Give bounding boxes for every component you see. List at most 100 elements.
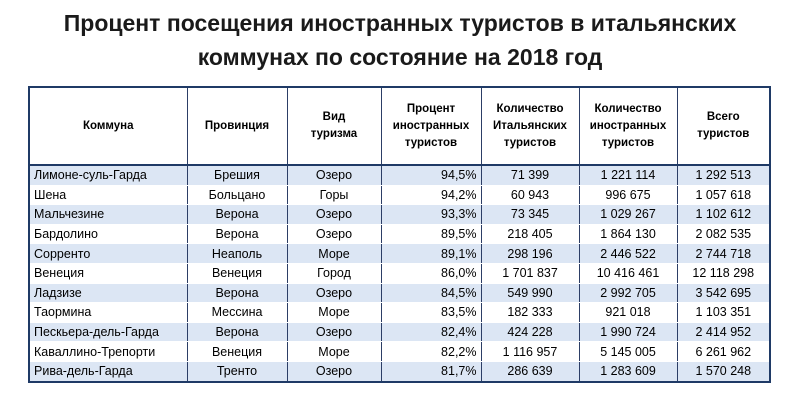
cell-commune: Сорренто: [28, 243, 188, 264]
page-title-line-1: Процент посещения иностранных туристов в…: [63, 10, 737, 36]
cell-italian-count: 1 701 837: [480, 263, 580, 284]
cell-tourism-type: Горы: [286, 185, 382, 206]
table-row: Каваллино-Трепорти Венеция Море 82,2% 1 116 …: [28, 341, 771, 362]
column-header-italian-count: Количество Итальянских туристов: [480, 86, 580, 166]
cell-commune: Каваллино-Трепорти: [28, 341, 188, 362]
cell-tourism-type: Озеро: [286, 283, 382, 304]
cell-italian-count: 71 399: [480, 165, 580, 186]
column-header-total: Всего туристов: [676, 86, 771, 166]
cell-total: 1 292 513: [676, 165, 771, 186]
cell-italian-count: 182 333: [480, 302, 580, 323]
cell-foreign-count: 1 029 267: [578, 204, 678, 225]
cell-province: Венеция: [186, 341, 288, 362]
cell-province: Венеция: [186, 263, 288, 284]
cell-tourism-type: Море: [286, 243, 382, 264]
column-header-tourism-type: Вид туризма: [286, 86, 382, 166]
cell-total: 6 261 962: [676, 341, 771, 362]
cell-total: 2 744 718: [676, 243, 771, 264]
table-row: Рива-дель-Гарда Тренто Озеро 81,7% 286 639 1 …: [28, 361, 771, 383]
cell-total: 1 103 351: [676, 302, 771, 323]
cell-italian-count: 218 405: [480, 224, 580, 245]
cell-tourism-type: Озеро: [286, 322, 382, 343]
cell-total: 1 102 612: [676, 204, 771, 225]
cell-commune: Венеция: [28, 263, 188, 284]
cell-foreign-count: 10 416 461: [578, 263, 678, 284]
cell-foreign-percent: 86,0%: [380, 263, 482, 284]
cell-province: Верона: [186, 204, 288, 225]
cell-commune: Бардолино: [28, 224, 188, 245]
cell-foreign-count: 2 992 705: [578, 283, 678, 304]
cell-italian-count: 298 196: [480, 243, 580, 264]
cell-italian-count: 60 943: [480, 185, 580, 206]
cell-tourism-type: Озеро: [286, 224, 382, 245]
table-row: Пескьера-дель-Гарда Верона Озеро 82,4% 424 2…: [28, 322, 771, 343]
cell-province: Тренто: [186, 361, 288, 383]
cell-foreign-percent: 82,2%: [380, 341, 482, 362]
cell-commune: Пескьера-дель-Гарда: [28, 322, 188, 343]
cell-foreign-percent: 94,2%: [380, 185, 482, 206]
cell-foreign-percent: 82,4%: [380, 322, 482, 343]
cell-italian-count: 1 116 957: [480, 341, 580, 362]
table-row: Ладзизе Верона Озеро 84,5% 549 990 2 992 705 3…: [28, 283, 771, 304]
cell-province: Мессина: [186, 302, 288, 323]
table-body: Лимоне-суль-Гарда Брешия Озеро 94,5% 71 399 1…: [28, 165, 771, 383]
cell-foreign-percent: 83,5%: [380, 302, 482, 323]
table-row: Лимоне-суль-Гарда Брешия Озеро 94,5% 71 399 1…: [28, 165, 771, 186]
column-header-foreign-percent: Процент иностранных туристов: [380, 86, 482, 166]
cell-italian-count: 424 228: [480, 322, 580, 343]
cell-commune: Рива-дель-Гарда: [28, 361, 188, 383]
cell-province: Больцано: [186, 185, 288, 206]
table-row: Бардолино Верона Озеро 89,5% 218 405 1 864 13…: [28, 224, 771, 245]
cell-tourism-type: Море: [286, 341, 382, 362]
cell-foreign-count: 2 446 522: [578, 243, 678, 264]
cell-province: Неаполь: [186, 243, 288, 264]
cell-foreign-percent: 89,5%: [380, 224, 482, 245]
cell-foreign-count: 1 990 724: [578, 322, 678, 343]
cell-total: 12 118 298: [676, 263, 771, 284]
cell-total: 1 570 248: [676, 361, 771, 383]
tourism-table: Коммуна Провинция Вид туризма Процент ин…: [28, 86, 771, 383]
cell-foreign-percent: 93,3%: [380, 204, 482, 225]
cell-tourism-type: Город: [286, 263, 382, 284]
cell-total: 2 414 952: [676, 322, 771, 343]
cell-tourism-type: Озеро: [286, 204, 382, 225]
page-title-line-2: коммунах по состояние на 2018 год: [197, 44, 603, 70]
cell-total: 2 082 535: [676, 224, 771, 245]
cell-total: 3 542 695: [676, 283, 771, 304]
cell-commune: Таормина: [28, 302, 188, 323]
cell-foreign-percent: 94,5%: [380, 165, 482, 186]
cell-tourism-type: Море: [286, 302, 382, 323]
column-header-commune: Коммуна: [28, 86, 188, 166]
cell-foreign-count: 1 864 130: [578, 224, 678, 245]
cell-tourism-type: Озеро: [286, 165, 382, 186]
cell-foreign-count: 5 145 005: [578, 341, 678, 362]
cell-foreign-count: 921 018: [578, 302, 678, 323]
cell-commune: Ладзизе: [28, 283, 188, 304]
cell-foreign-count: 1 221 114: [578, 165, 678, 186]
cell-commune: Мальчезине: [28, 204, 188, 225]
table-row: Шена Больцано Горы 94,2% 60 943 996 675 1 057 …: [28, 185, 771, 206]
cell-province: Верона: [186, 283, 288, 304]
column-header-province: Провинция: [186, 86, 288, 166]
page-title: Процент посещения иностранных туристов в…: [0, 6, 800, 74]
table-row: Сорренто Неаполь Море 89,1% 298 196 2 446 522…: [28, 243, 771, 264]
cell-foreign-percent: 89,1%: [380, 243, 482, 264]
cell-province: Брешия: [186, 165, 288, 186]
cell-italian-count: 286 639: [480, 361, 580, 383]
column-header-foreign-count: Количество иностранных туристов: [578, 86, 678, 166]
cell-italian-count: 73 345: [480, 204, 580, 225]
cell-commune: Шена: [28, 185, 188, 206]
cell-province: Верона: [186, 224, 288, 245]
cell-foreign-percent: 84,5%: [380, 283, 482, 304]
cell-tourism-type: Озеро: [286, 361, 382, 383]
table-header-row: Коммуна Провинция Вид туризма Процент ин…: [28, 86, 771, 166]
cell-province: Верона: [186, 322, 288, 343]
cell-foreign-count: 996 675: [578, 185, 678, 206]
cell-foreign-count: 1 283 609: [578, 361, 678, 383]
table-row: Мальчезине Верона Озеро 93,3% 73 345 1 029 26…: [28, 204, 771, 225]
cell-foreign-percent: 81,7%: [380, 361, 482, 383]
cell-italian-count: 549 990: [480, 283, 580, 304]
table-row: Венеция Венеция Город 86,0% 1 701 837 10 416 …: [28, 263, 771, 284]
table-row: Таормина Мессина Море 83,5% 182 333 921 018 1 …: [28, 302, 771, 323]
cell-total: 1 057 618: [676, 185, 771, 206]
